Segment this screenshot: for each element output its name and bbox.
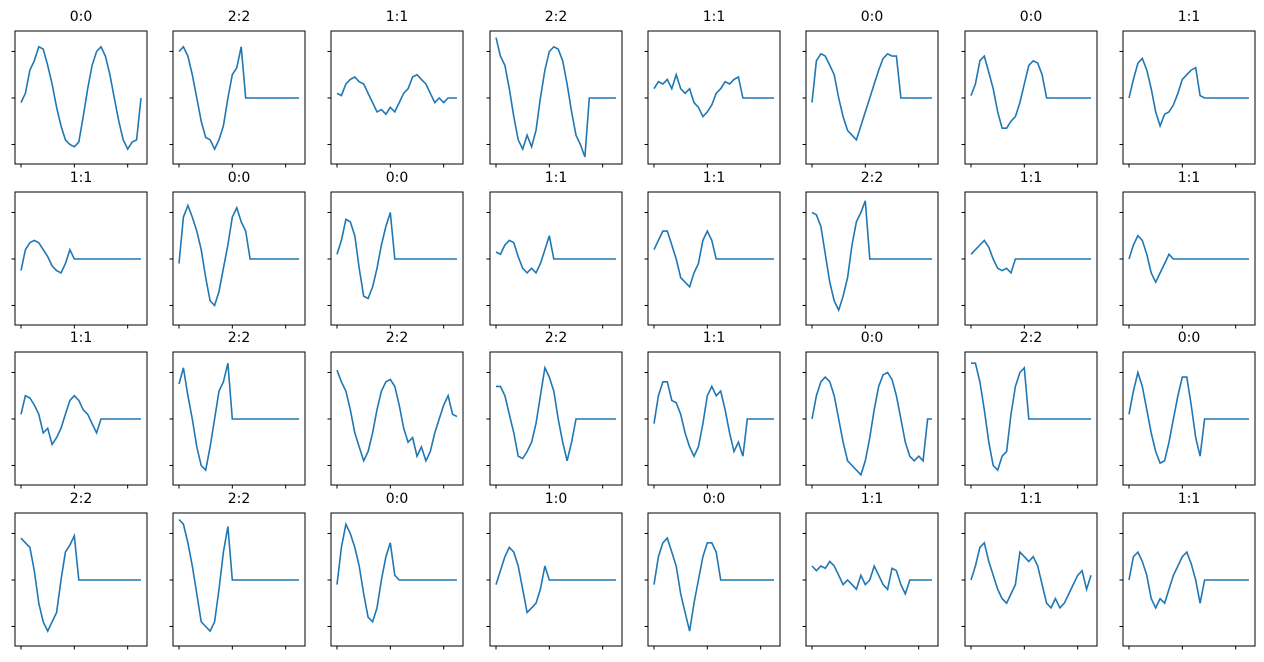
panel-title: 1:1: [703, 170, 726, 186]
series-line: [496, 365, 616, 461]
axes-frame: [330, 30, 464, 165]
series-line: [20, 394, 141, 447]
panel-title: 1:1: [1178, 170, 1201, 186]
series-line: [653, 536, 774, 632]
series-line: [653, 229, 774, 289]
panel-title: 1:1: [1020, 491, 1043, 507]
series-line: [1128, 56, 1249, 129]
series-line: [336, 73, 457, 116]
panel-title: 0:0: [386, 170, 409, 186]
panel-title: 2:2: [545, 330, 568, 346]
series-line: [811, 52, 932, 142]
axes-frame: [805, 351, 939, 486]
panel-title: 2:2: [228, 491, 251, 507]
series-line: [970, 239, 1091, 275]
series-line: [178, 203, 299, 308]
panel-title: 0:0: [861, 330, 884, 346]
panel-title: 1:1: [1178, 491, 1201, 507]
series-line: [1128, 369, 1249, 465]
axes-frame: [964, 512, 1098, 647]
panel-title: 1:1: [1178, 9, 1201, 25]
panel-title: 0:0: [1020, 9, 1043, 25]
panel-title: 1:1: [1020, 170, 1043, 186]
series-line: [20, 45, 142, 151]
series-line: [970, 541, 1092, 610]
panel-title: 0:0: [703, 491, 726, 507]
series-line: [1128, 234, 1249, 285]
panel-title: 2:2: [545, 9, 568, 25]
panel-title: 1:1: [70, 170, 93, 186]
axes-frame: [14, 30, 148, 165]
panel-title: 2:2: [861, 170, 884, 186]
series-line: [1128, 550, 1249, 610]
panel-title: 0:0: [70, 9, 93, 25]
axes-frame: [330, 351, 464, 486]
panel-title: 2:2: [228, 9, 251, 25]
series-line: [811, 560, 932, 597]
panel-title: 1:1: [861, 491, 884, 507]
series-line: [653, 381, 774, 459]
series-line: [971, 362, 1091, 472]
series-line: [20, 532, 141, 633]
series-line: [178, 363, 299, 472]
series-line: [178, 518, 299, 633]
series-line: [336, 521, 457, 624]
panel-title: 1:1: [703, 9, 726, 25]
series-line: [495, 37, 616, 158]
panel-title: 2:2: [386, 330, 409, 346]
series-line: [970, 54, 1091, 129]
series-line: [653, 72, 774, 118]
panel-title: 1:1: [703, 330, 726, 346]
panel-title: 0:0: [228, 170, 251, 186]
panel-title: 1:0: [545, 491, 568, 507]
series-line: [178, 45, 299, 151]
panel-title: 0:0: [861, 9, 884, 25]
series-line: [495, 235, 616, 275]
series-line: [20, 239, 141, 274]
series-line: [336, 369, 458, 463]
series-line: [495, 546, 616, 615]
panel-title: 2:2: [228, 330, 251, 346]
panel-title: 1:1: [386, 9, 409, 25]
panel-title: 2:2: [70, 491, 93, 507]
series-line: [336, 212, 457, 300]
panel-title: 1:1: [545, 170, 568, 186]
series-line: [811, 371, 932, 477]
panel-title: 0:0: [1178, 330, 1201, 346]
panel-title: 1:1: [70, 330, 93, 346]
series-line: [811, 200, 932, 313]
panel-title: 2:2: [1020, 330, 1043, 346]
panel-title: 0:0: [386, 491, 409, 507]
